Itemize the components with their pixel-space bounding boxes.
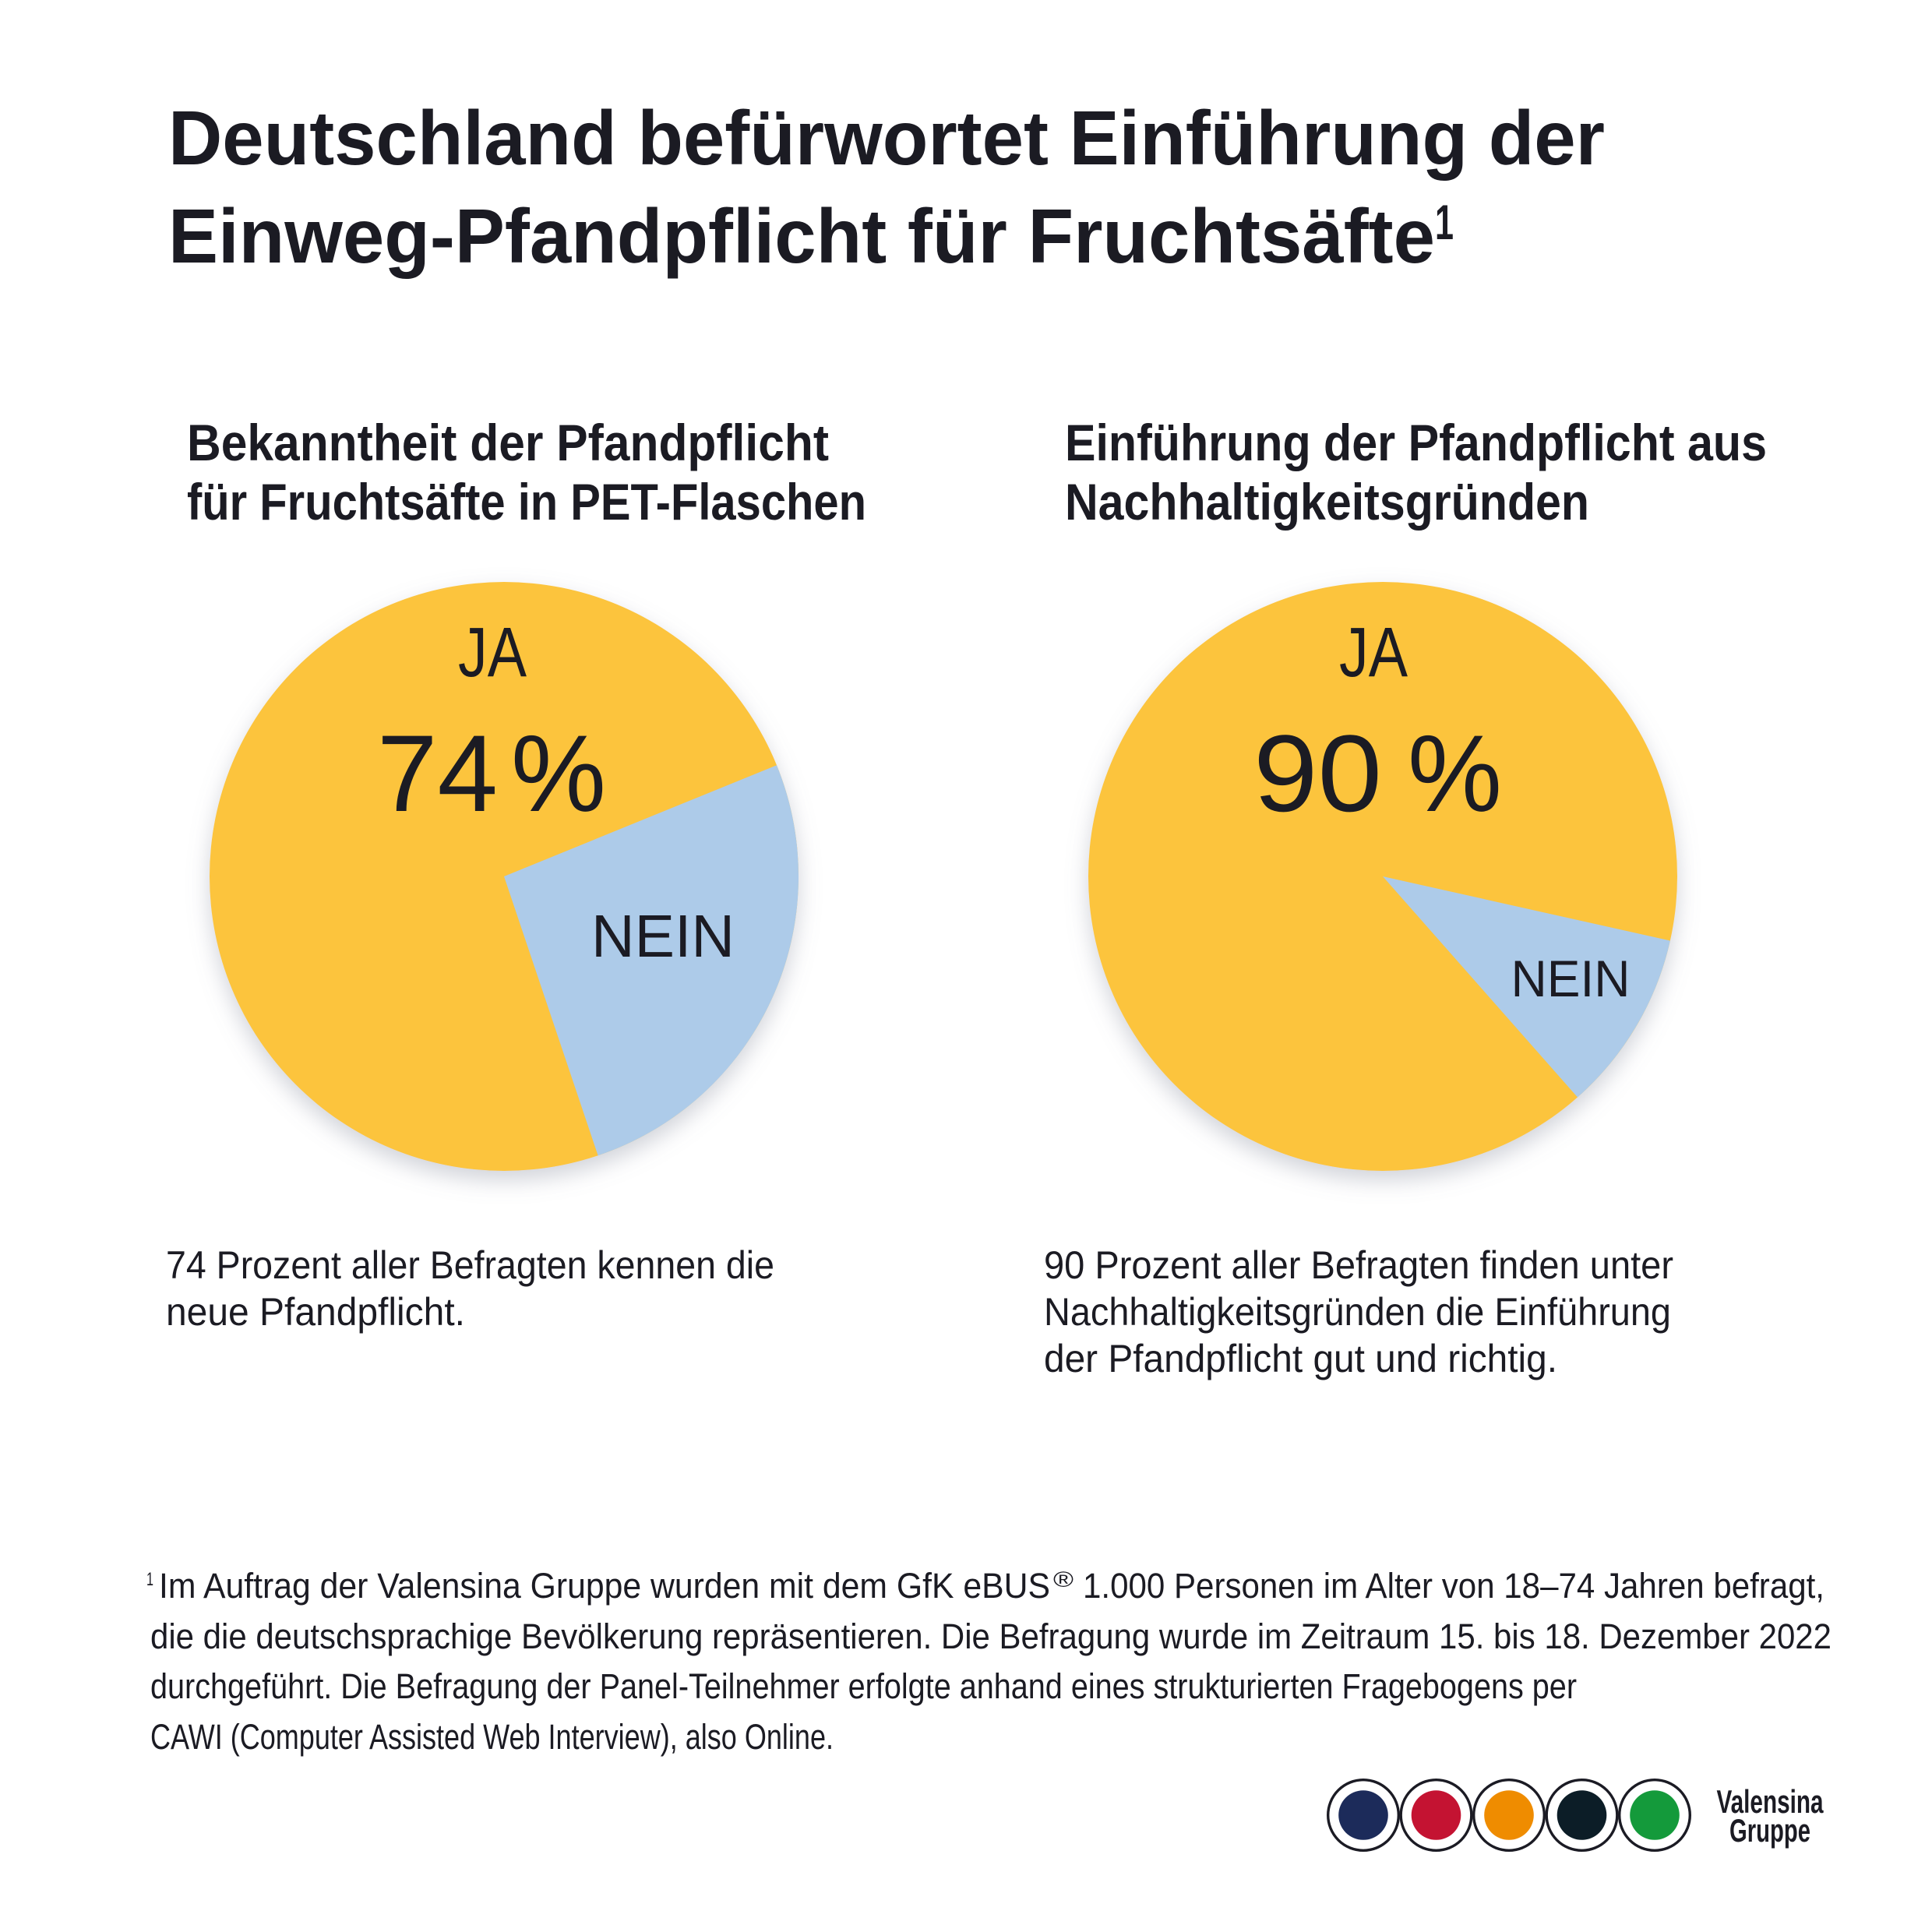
svg-text:für Fruchtsäfte in PET-Flasche: für Fruchtsäfte in PET-Flaschen <box>187 473 866 531</box>
svg-text:Valensina: Valensina <box>1717 1783 1824 1820</box>
svg-text:JA: JA <box>458 614 527 692</box>
svg-text:%: % <box>1408 712 1502 834</box>
svg-text:der Pfandpflicht gut und richt: der Pfandpflicht gut und richtig. <box>1044 1337 1557 1380</box>
svg-text:JA: JA <box>1339 614 1408 692</box>
svg-text:1: 1 <box>146 1569 153 1590</box>
svg-text:®: ® <box>1053 1567 1074 1592</box>
svg-text:neue Pfandpflicht.: neue Pfandpflicht. <box>166 1290 465 1334</box>
svg-text:CAWI (Computer Assisted Web In: CAWI (Computer Assisted Web Interview), … <box>150 1717 834 1757</box>
svg-text:NEIN: NEIN <box>591 903 735 970</box>
svg-text:durchgeführt. Die Befragung de: durchgeführt. Die Befragung der Panel-Te… <box>150 1666 1577 1706</box>
svg-text:1: 1 <box>1435 196 1454 250</box>
svg-text:Nachhaltigkeitsgründen die Ein: Nachhaltigkeitsgründen die Einführung <box>1044 1290 1671 1334</box>
svg-text:die die deutschsprachige Bevöl: die die deutschsprachige Bevölkerung rep… <box>150 1616 1832 1656</box>
svg-text:Im Auftrag der Valensina Grupp: Im Auftrag der Valensina Gruppe wurden m… <box>159 1566 1050 1606</box>
svg-text:Einführung der Pfandpflicht au: Einführung der Pfandpflicht aus <box>1065 414 1767 471</box>
svg-text:Gruppe: Gruppe <box>1729 1812 1810 1849</box>
svg-text:Einweg-Pfandpflicht für Frucht: Einweg-Pfandpflicht für Fruchtsäfte <box>168 193 1435 279</box>
svg-text:Nachhaltigkeitsgründen: Nachhaltigkeitsgründen <box>1065 473 1589 531</box>
svg-text:NEIN: NEIN <box>1511 950 1631 1007</box>
svg-text:%: % <box>511 712 606 834</box>
svg-text:74 Prozent aller Befragten ken: 74 Prozent aller Befragten kennen die <box>166 1243 774 1287</box>
svg-text:90: 90 <box>1253 712 1382 834</box>
svg-text:90 Prozent aller Befragten fin: 90 Prozent aller Befragten finden unter <box>1044 1243 1673 1287</box>
svg-text:1.000 Personen im Alter von 18: 1.000 Personen im Alter von 18–74 Jahren… <box>1083 1566 1824 1606</box>
svg-text:74: 74 <box>377 712 498 834</box>
svg-text:Bekanntheit der Pfandpflicht: Bekanntheit der Pfandpflicht <box>187 414 829 471</box>
svg-text:Deutschland befürwortet Einfüh: Deutschland befürwortet Einführung der <box>168 95 1605 181</box>
